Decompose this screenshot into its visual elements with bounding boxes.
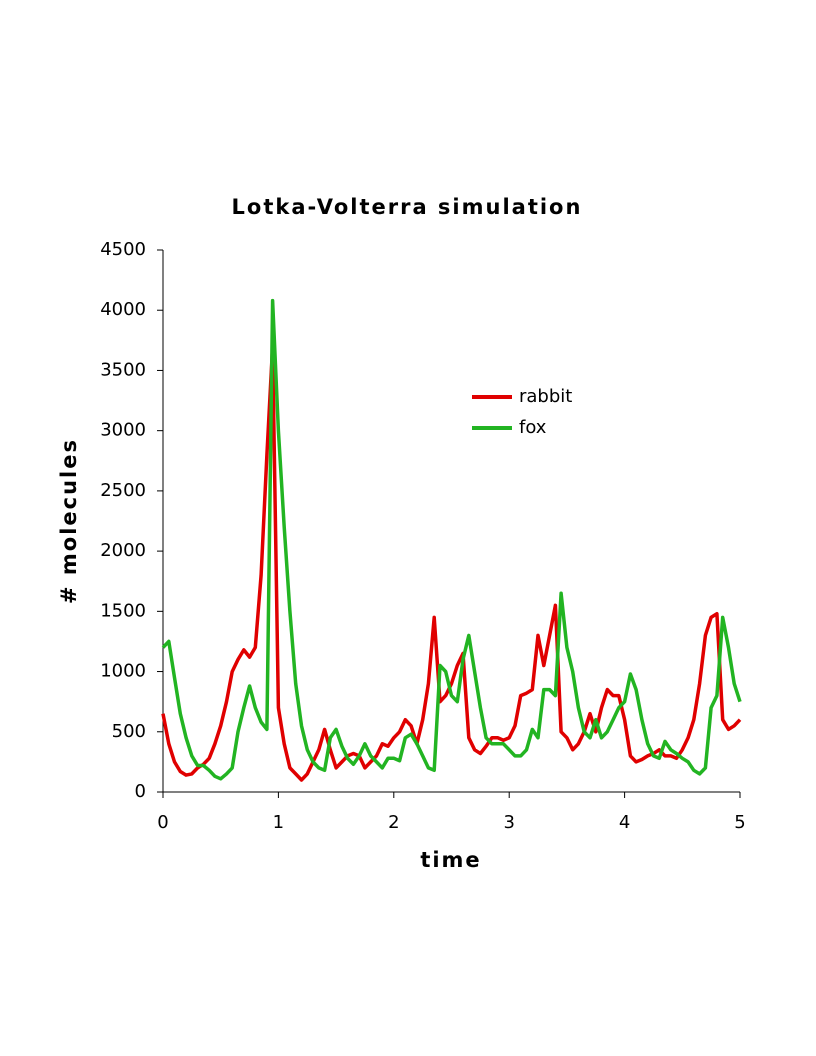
y-tick-label: 1500 bbox=[100, 600, 146, 621]
y-tick-label: 3500 bbox=[100, 359, 146, 380]
y-tick-label: 0 bbox=[135, 781, 146, 802]
y-tick-label: 4500 bbox=[100, 239, 146, 260]
x-tick-label: 2 bbox=[388, 812, 399, 833]
y-tick-label: 4000 bbox=[100, 299, 146, 320]
legend-label: fox bbox=[519, 417, 547, 438]
x-tick-label: 1 bbox=[273, 812, 284, 833]
y-tick-label: 3000 bbox=[100, 420, 146, 441]
series-line bbox=[161, 344, 742, 782]
y-tick-label: 2000 bbox=[100, 540, 146, 561]
x-tick-label: 0 bbox=[157, 812, 168, 833]
y-tick-label: 500 bbox=[112, 721, 146, 742]
legend-label: rabbit bbox=[519, 386, 572, 407]
y-tick-label: 2500 bbox=[100, 480, 146, 501]
y-axis-label: # molecules bbox=[57, 438, 81, 604]
x-tick-label: 4 bbox=[619, 812, 630, 833]
y-tick-label: 1000 bbox=[100, 661, 146, 682]
x-tick-label: 3 bbox=[503, 812, 514, 833]
series-line bbox=[161, 298, 742, 781]
x-tick-label: 5 bbox=[734, 812, 745, 833]
chart-title: Lotka-Volterra simulation bbox=[232, 195, 583, 219]
x-axis-label: time bbox=[420, 848, 481, 872]
